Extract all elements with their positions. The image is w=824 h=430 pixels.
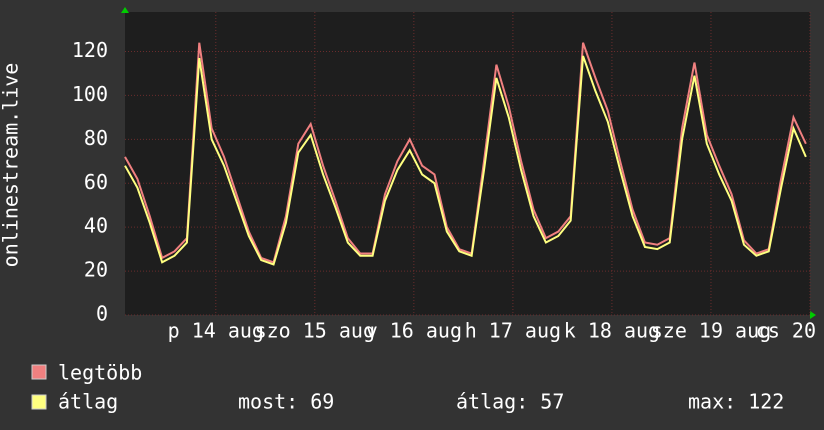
x-tick-label: sze 19 aug [651, 319, 771, 343]
x-tick-label: h 17 aug [465, 319, 561, 343]
plot-area [125, 12, 810, 315]
x-tick-label: szo 15 aug [255, 319, 375, 343]
legend-swatch [31, 364, 47, 380]
y-tick-label: 120 [72, 38, 108, 62]
legend-label: átlag [58, 390, 118, 414]
y-tick-label: 60 [84, 170, 108, 194]
stat-current: most: 69 [238, 390, 334, 414]
legend-swatch [31, 394, 47, 410]
stat-average: átlag: 57 [456, 390, 564, 414]
y-tick-label: 20 [84, 258, 108, 282]
x-tick-label: p 14 aug [168, 319, 264, 343]
y-axis-label: onlinestream.live [0, 63, 23, 268]
axis-arrow [121, 7, 129, 13]
y-tick-label: 100 [72, 82, 108, 106]
legend-label: legtöbb [58, 361, 142, 385]
series-line [124, 42, 807, 264]
x-tick-label: cs 20 aug [756, 319, 824, 343]
x-tick-label: k 18 aug [564, 319, 660, 343]
x-tick-label: v 16 aug [366, 319, 462, 343]
stat-max: max: 122 [688, 390, 784, 414]
y-tick-label: 80 [84, 126, 108, 150]
y-tick-label: 40 [84, 214, 108, 238]
series-line [124, 55, 807, 266]
axis-arrow [810, 311, 816, 319]
y-tick-label: 0 [96, 302, 108, 326]
